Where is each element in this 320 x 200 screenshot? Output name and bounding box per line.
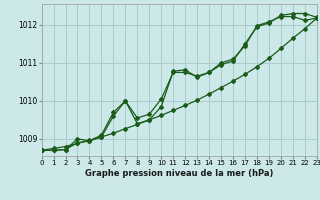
X-axis label: Graphe pression niveau de la mer (hPa): Graphe pression niveau de la mer (hPa) <box>85 169 273 178</box>
